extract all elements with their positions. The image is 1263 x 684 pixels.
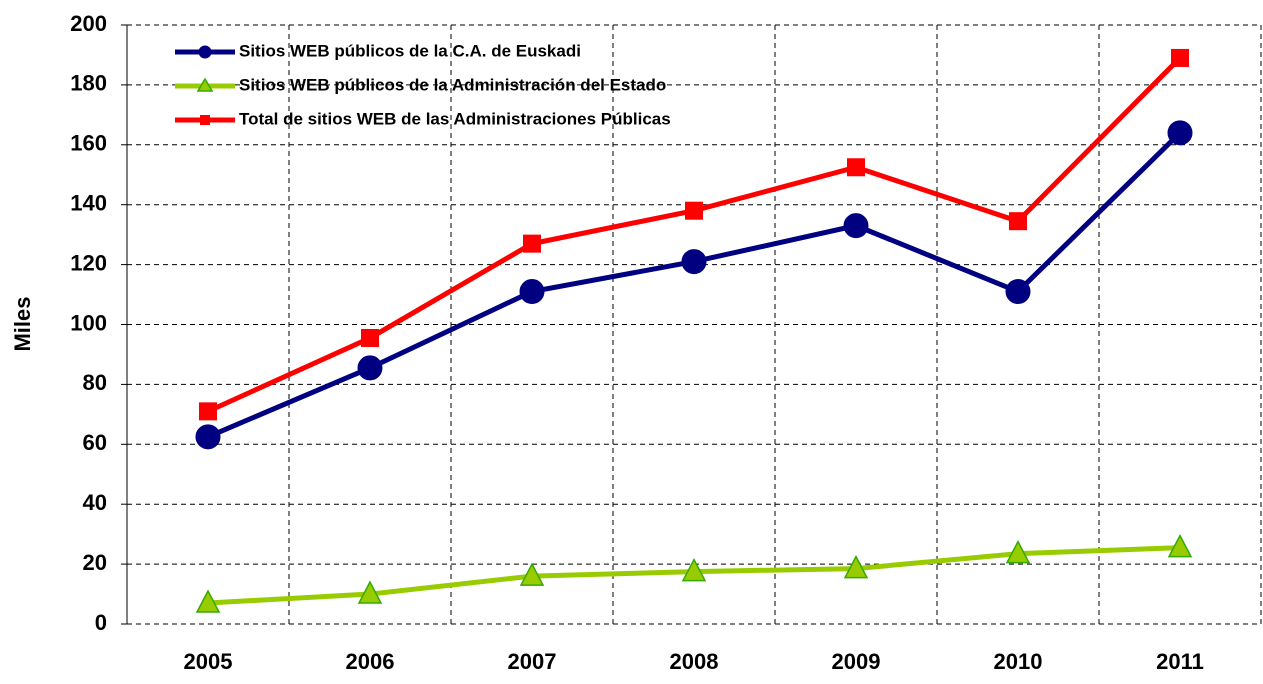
series-line [207,131,1182,440]
y-tick-label: 100 [70,310,107,335]
marker [523,234,541,253]
x-tick-label: 2008 [670,649,719,674]
x-tick-label: 2009 [832,649,881,674]
marker [685,201,703,220]
y-tick-label: 120 [70,250,107,275]
marker [361,328,379,347]
marker [195,589,221,613]
marker [1009,212,1027,231]
x-tick-label: 2006 [346,649,395,674]
marker [1171,48,1189,67]
legend-label: Sitios WEB públicos de la Administración… [239,75,666,94]
marker [519,562,545,586]
x-tick-label: 2011 [1156,649,1204,674]
marker [357,580,383,604]
y-tick-label: 180 [70,71,107,96]
marker [519,279,545,305]
y-axis-label: Miles [10,296,35,351]
marker [198,45,212,59]
marker [1005,279,1031,305]
marker [843,213,869,239]
y-tick-label: 160 [70,131,107,156]
y-tick-label: 40 [83,490,107,515]
y-tick-label: 140 [70,191,107,216]
marker [1167,120,1193,146]
x-tick-label: 2005 [184,649,233,674]
marker [843,554,869,579]
marker [1005,540,1031,564]
marker [681,249,707,275]
y-tick-label: 0 [95,610,107,635]
marker [195,424,221,450]
marker [1167,534,1193,558]
marker [357,355,383,381]
legend-label: Sitios WEB públicos de la C.A. de Euskad… [239,41,581,60]
legend-label: Total de sitios WEB de las Administracio… [239,109,671,128]
y-tick-label: 20 [83,550,107,575]
x-tick-label: 2007 [508,649,557,674]
y-tick-label: 60 [83,430,107,455]
y-tick-label: 80 [83,370,107,395]
marker [681,557,707,582]
marker [196,77,214,92]
y-tick-label: 200 [70,11,107,36]
marker [200,115,210,125]
x-tick-label: 2010 [994,649,1043,674]
marker [847,158,865,177]
marker [199,402,217,421]
